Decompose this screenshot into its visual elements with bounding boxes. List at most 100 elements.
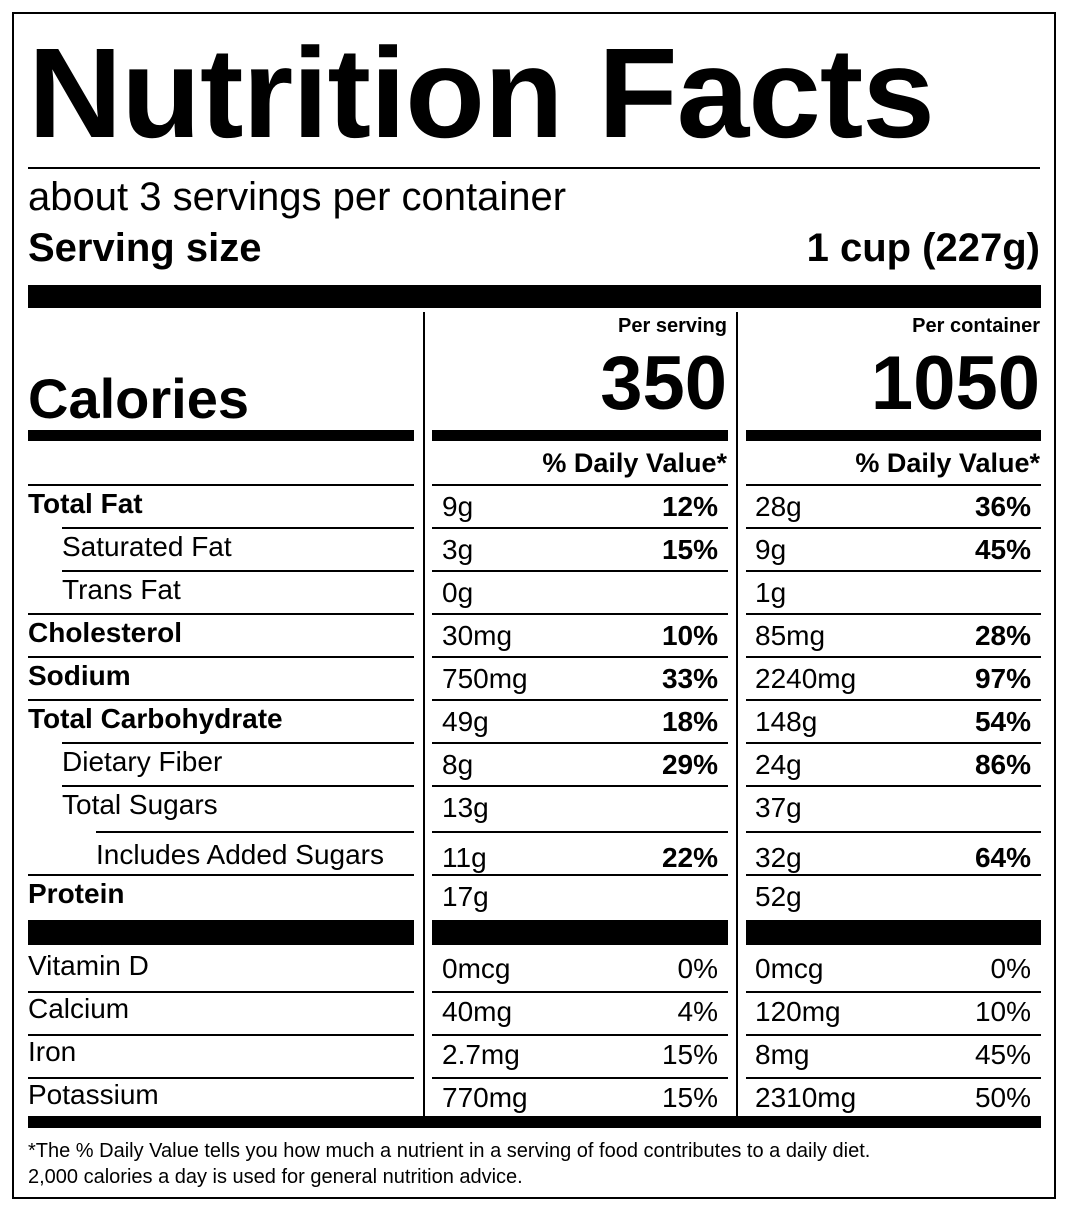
- daily-value-header-serving: % Daily Value*: [542, 448, 727, 478]
- container-amount: 52g: [755, 881, 802, 912]
- nutrient-label: Cholesterol: [28, 617, 183, 648]
- column-rule: [736, 312, 738, 1116]
- calories-per-container: 1050: [870, 341, 1040, 426]
- serving-amount: 11g: [442, 842, 487, 873]
- row-divider: [746, 570, 1041, 572]
- row-divider: [746, 699, 1041, 701]
- serving-daily-value: 0%: [677, 953, 718, 984]
- row-divider: [28, 613, 414, 615]
- calories-bar: [28, 430, 414, 441]
- nutrient-label: Protein: [28, 878, 125, 909]
- calories-bar: [432, 430, 728, 441]
- container-amount: 85mg: [755, 620, 826, 651]
- protein-bar: [746, 920, 1041, 945]
- nutrient-label: Sodium: [28, 660, 131, 691]
- row-divider: [432, 991, 728, 993]
- row-divider: [28, 1077, 414, 1079]
- container-daily-value: 86%: [974, 749, 1031, 780]
- serving-daily-value: 12%: [661, 491, 718, 522]
- footnote-line: *The % Daily Value tells you how much a …: [28, 1140, 871, 1162]
- calories-label: Calories: [28, 367, 249, 430]
- label-title: Nutrition Facts: [28, 22, 935, 165]
- row-divider: [746, 831, 1041, 833]
- row-divider: [432, 613, 728, 615]
- vitamin-label: Potassium: [28, 1079, 159, 1110]
- container-amount: 32g: [755, 842, 802, 873]
- thick-divider: [28, 285, 1041, 308]
- container-daily-value: 54%: [974, 706, 1031, 737]
- serving-amount: 30mg: [442, 620, 513, 651]
- container-daily-value: 64%: [974, 842, 1031, 873]
- container-amount: 148g: [755, 706, 818, 737]
- serving-amount: 770mg: [442, 1082, 528, 1113]
- row-divider: [62, 527, 414, 529]
- vitamin-label: Iron: [28, 1036, 77, 1067]
- serving-amount: 40mg: [442, 996, 513, 1027]
- row-divider: [28, 484, 414, 486]
- per-serving-header: Per serving: [618, 315, 727, 337]
- calories-bar: [746, 430, 1041, 441]
- serving-amount: 17g: [442, 881, 489, 912]
- container-amount: 24g: [755, 749, 802, 780]
- serving-amount: 49g: [442, 706, 489, 737]
- serving-amount: 13g: [442, 792, 489, 823]
- serving-daily-value: 15%: [661, 534, 718, 565]
- protein-bar: [28, 920, 414, 945]
- serving-amount: 2.7mg: [442, 1039, 520, 1070]
- calories-per-serving: 350: [600, 341, 727, 426]
- row-divider: [746, 656, 1041, 658]
- serving-daily-value: 22%: [661, 842, 718, 873]
- container-daily-value: 10%: [974, 996, 1031, 1027]
- serving-daily-value: 10%: [661, 620, 718, 651]
- row-divider: [746, 742, 1041, 744]
- nutrient-label: Dietary Fiber: [62, 746, 223, 777]
- row-divider: [432, 484, 728, 486]
- container-amount: 2240mg: [755, 663, 857, 694]
- row-divider: [432, 785, 728, 787]
- container-amount: 0mcg: [755, 953, 824, 984]
- serving-amount: 0mcg: [442, 953, 511, 984]
- nutrition-label: [12, 12, 1056, 1199]
- container-amount: 28g: [755, 491, 802, 522]
- per-container-header: Per container: [912, 315, 1040, 337]
- row-divider: [432, 1077, 728, 1079]
- serving-amount: 3g: [442, 534, 474, 565]
- serving-amount: 8g: [442, 749, 474, 780]
- vitamin-label: Vitamin D: [28, 950, 149, 981]
- serving-daily-value: 18%: [661, 706, 718, 737]
- row-divider: [28, 991, 414, 993]
- daily-value-header-container: % Daily Value*: [855, 448, 1040, 478]
- row-divider: [432, 742, 728, 744]
- row-divider: [62, 742, 414, 744]
- row-divider: [432, 527, 728, 529]
- nutrient-label: Total Fat: [28, 488, 143, 519]
- container-daily-value: 36%: [974, 491, 1031, 522]
- row-divider: [432, 656, 728, 658]
- serving-daily-value: 33%: [661, 663, 718, 694]
- serving-size-label: Serving size: [28, 226, 262, 270]
- row-divider: [746, 874, 1041, 876]
- footnote: *The % Daily Value tells you how much a …: [28, 1138, 870, 1190]
- bottom-bar: [28, 1116, 1041, 1128]
- row-divider: [746, 613, 1041, 615]
- nutrient-label: Trans Fat: [62, 574, 181, 605]
- servings-per-container: about 3 servings per container: [28, 175, 567, 219]
- row-divider: [432, 699, 728, 701]
- column-rule: [423, 312, 425, 1116]
- row-divider: [432, 831, 728, 833]
- row-divider: [746, 785, 1041, 787]
- container-daily-value: 45%: [974, 534, 1031, 565]
- serving-amount: 9g: [442, 491, 474, 522]
- row-divider: [432, 874, 728, 876]
- container-amount: 1g: [755, 577, 787, 608]
- row-divider: [746, 527, 1041, 529]
- protein-bar: [432, 920, 728, 945]
- container-daily-value: 45%: [974, 1039, 1031, 1070]
- serving-amount: 0g: [442, 577, 474, 608]
- container-daily-value: 97%: [974, 663, 1031, 694]
- nutrient-label: Saturated Fat: [62, 531, 232, 562]
- serving-daily-value: 15%: [661, 1039, 718, 1070]
- row-divider: [432, 570, 728, 572]
- row-divider: [746, 991, 1041, 993]
- divider: [28, 167, 1040, 169]
